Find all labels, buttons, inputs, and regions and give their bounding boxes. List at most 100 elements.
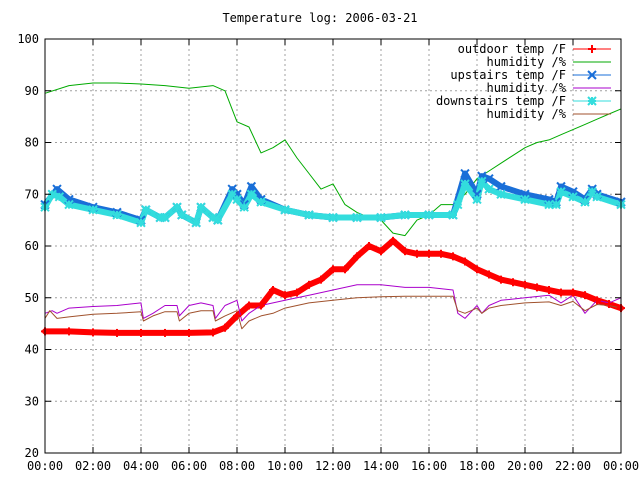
- legend-item: humidity /%: [487, 107, 611, 121]
- x-tick-label: 00:00: [27, 459, 63, 473]
- x-tick-label: 02:00: [75, 459, 111, 473]
- data-point-s5-35: [520, 194, 530, 205]
- data-point-s1-8: [221, 323, 229, 332]
- x-tick-label: 22:00: [555, 459, 591, 473]
- data-point-s1-7: [209, 328, 217, 337]
- data-point-s5-23: [328, 212, 338, 223]
- data-point-s5-19: [246, 189, 257, 199]
- data-point-s1-27: [449, 252, 457, 261]
- legend-item: outdoor temp /F: [458, 42, 611, 56]
- data-point-s5-11: [177, 210, 187, 220]
- data-point-s3-31: [484, 174, 494, 184]
- data-point-s5-7: [141, 205, 151, 215]
- data-point-s1-18: [341, 265, 349, 274]
- legend-label: upstairs temp /F: [450, 68, 566, 82]
- data-point-s5-37: [551, 199, 561, 210]
- data-point-s1-34: [533, 283, 541, 292]
- legend-marker: [588, 45, 596, 53]
- data-point-s1-13: [281, 291, 289, 300]
- data-point-s5-32: [477, 176, 487, 187]
- data-point-s5-6: [136, 218, 146, 228]
- data-point-s5-22: [304, 210, 314, 220]
- data-point-s1-37: [569, 288, 577, 297]
- data-point-s1-35: [545, 285, 553, 294]
- x-tick-label: 12:00: [315, 459, 351, 473]
- y-tick-label: 20: [25, 446, 39, 460]
- x-tick-label: 18:00: [459, 459, 495, 473]
- legend-item: humidity /%: [487, 55, 611, 69]
- chart-title: Temperature log: 2006-03-21: [222, 11, 417, 25]
- data-point-s5-15: [213, 215, 223, 225]
- data-point-s1-23: [401, 247, 409, 256]
- data-point-s5-28: [448, 210, 458, 220]
- data-point-s5-10: [172, 202, 182, 212]
- data-point-s5-21: [280, 205, 290, 215]
- data-point-s5-33: [484, 184, 494, 194]
- data-point-s5-36: [544, 199, 554, 210]
- data-point-s5-31: [472, 194, 482, 205]
- data-point-s1-10: [245, 301, 253, 310]
- data-point-s5-40: [580, 197, 590, 207]
- data-point-s3-28: [460, 168, 470, 179]
- data-point-s3-18: [246, 181, 257, 192]
- y-tick-label: 50: [25, 291, 39, 305]
- data-point-s1-25: [425, 249, 433, 258]
- legend-marker: [587, 70, 597, 80]
- x-tick-label: 14:00: [363, 459, 399, 473]
- data-point-s1-15: [305, 280, 313, 289]
- data-point-s1-2: [89, 328, 97, 337]
- data-point-s1-4: [137, 328, 145, 337]
- data-point-s5-17: [232, 194, 242, 205]
- data-point-s1-14: [293, 288, 301, 297]
- data-point-s5-34: [496, 189, 506, 199]
- data-point-s1-29: [473, 265, 481, 274]
- y-tick-label: 100: [17, 32, 39, 46]
- data-point-s5-24: [352, 212, 362, 223]
- x-tick-label: 16:00: [411, 459, 447, 473]
- data-point-s1-21: [377, 247, 385, 256]
- x-tick-label: 08:00: [219, 459, 255, 473]
- data-point-s5-42: [592, 192, 602, 202]
- y-tick-label: 40: [25, 343, 39, 357]
- data-point-s5-38: [556, 186, 566, 197]
- data-point-s5-18: [239, 202, 249, 212]
- data-point-s1-19: [353, 252, 361, 261]
- data-point-s5-1: [47, 189, 57, 199]
- y-tick-label: 90: [25, 84, 39, 98]
- data-point-s1-9: [233, 311, 241, 320]
- data-point-s1-28: [461, 257, 469, 266]
- x-tick-label: 06:00: [171, 459, 207, 473]
- data-point-s5-25: [376, 212, 386, 223]
- x-tick-label: 00:00: [603, 459, 639, 473]
- legend-item: humidity /%: [487, 81, 611, 95]
- data-point-s1-26: [437, 249, 445, 258]
- data-point-s1-24: [413, 249, 421, 258]
- legend-item: upstairs temp /F: [450, 68, 611, 82]
- x-tick-label: 10:00: [267, 459, 303, 473]
- data-point-s1-39: [593, 296, 601, 305]
- data-point-s1-38: [581, 291, 589, 300]
- data-point-s5-39: [568, 192, 578, 202]
- series-line-6: [44, 295, 622, 330]
- legend-label: humidity /%: [487, 81, 567, 95]
- legend-item: downstairs temp /F: [436, 94, 611, 108]
- data-point-s5-27: [424, 210, 434, 220]
- data-point-s1-5: [161, 328, 169, 337]
- legend-label: outdoor temp /F: [458, 42, 566, 56]
- data-point-s1-36: [557, 288, 565, 297]
- data-point-s1-11: [257, 301, 265, 310]
- legend-label: humidity /%: [487, 55, 567, 69]
- data-point-s1-32: [509, 278, 517, 287]
- y-tick-label: 70: [25, 187, 39, 201]
- data-point-s5-29: [453, 199, 463, 210]
- legend-label: downstairs temp /F: [436, 94, 566, 108]
- data-point-s1-16: [317, 275, 325, 284]
- data-point-s5-13: [196, 202, 206, 212]
- data-point-s1-17: [329, 265, 337, 274]
- data-point-s1-22: [389, 236, 397, 245]
- data-point-s1-33: [521, 280, 529, 289]
- data-point-s1-30: [485, 270, 493, 279]
